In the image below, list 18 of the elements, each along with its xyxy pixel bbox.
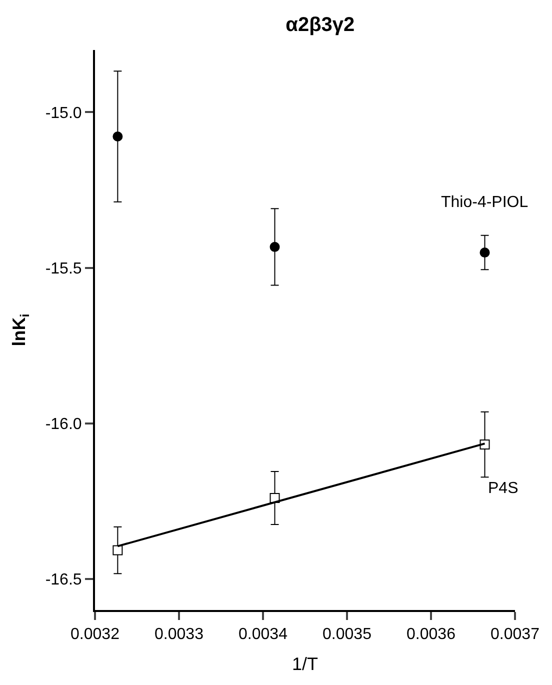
y-tick-label: -15.5: [45, 260, 82, 278]
point: [480, 248, 490, 258]
x-tick-label: 0.0035: [322, 626, 372, 644]
y-tick-label: -16.0: [45, 416, 82, 433]
x-tick-label: 0.0033: [154, 626, 204, 644]
series-label: P4S: [488, 480, 518, 497]
x-tick-label: 0.0032: [70, 626, 120, 644]
y-tick-label: -16.5: [45, 571, 82, 588]
text: Thio-4-PIOL: [441, 194, 528, 211]
x-tick-label: 0.0037: [490, 626, 540, 644]
chart-title: α2β3γ2: [286, 14, 355, 36]
point: [270, 242, 280, 252]
x-axis-title: 1/T: [292, 654, 318, 674]
point: [112, 545, 123, 556]
point: [112, 131, 123, 142]
x-tick-label: 0.0036: [406, 626, 456, 644]
y-tick-label: -15.0: [45, 104, 82, 122]
x-tick-label: 0.0034: [238, 626, 288, 644]
